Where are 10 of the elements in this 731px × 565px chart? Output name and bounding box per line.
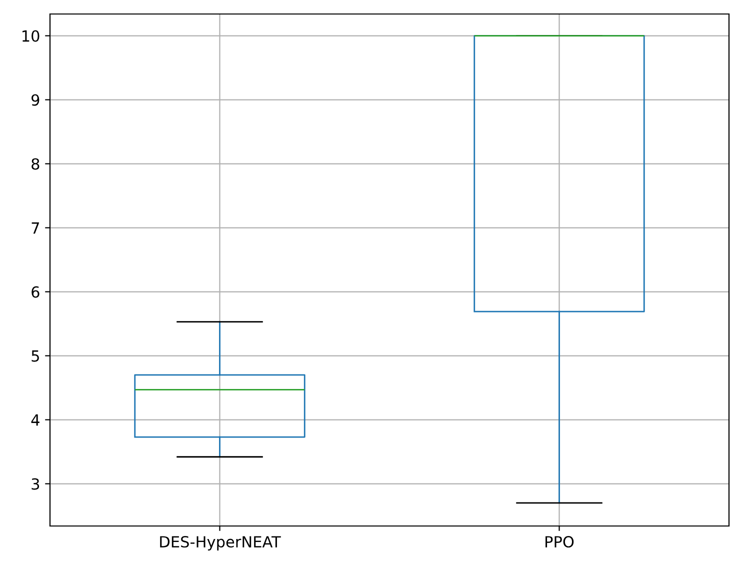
y-tick-label: 4 [31,414,40,426]
y-tick-label: 10 [22,30,40,42]
x-tick-label: PPO [546,536,574,548]
x-tick-label: DES-HyperNEAT [160,536,281,551]
y-tick-label: 5 [32,350,39,362]
y-tick-label: 3 [32,478,40,490]
y-tick-label: 9 [32,94,40,106]
y-tick-label: 7 [32,222,39,234]
y-tick-label: 6 [32,286,40,298]
y-tick-label: 8 [32,158,40,170]
